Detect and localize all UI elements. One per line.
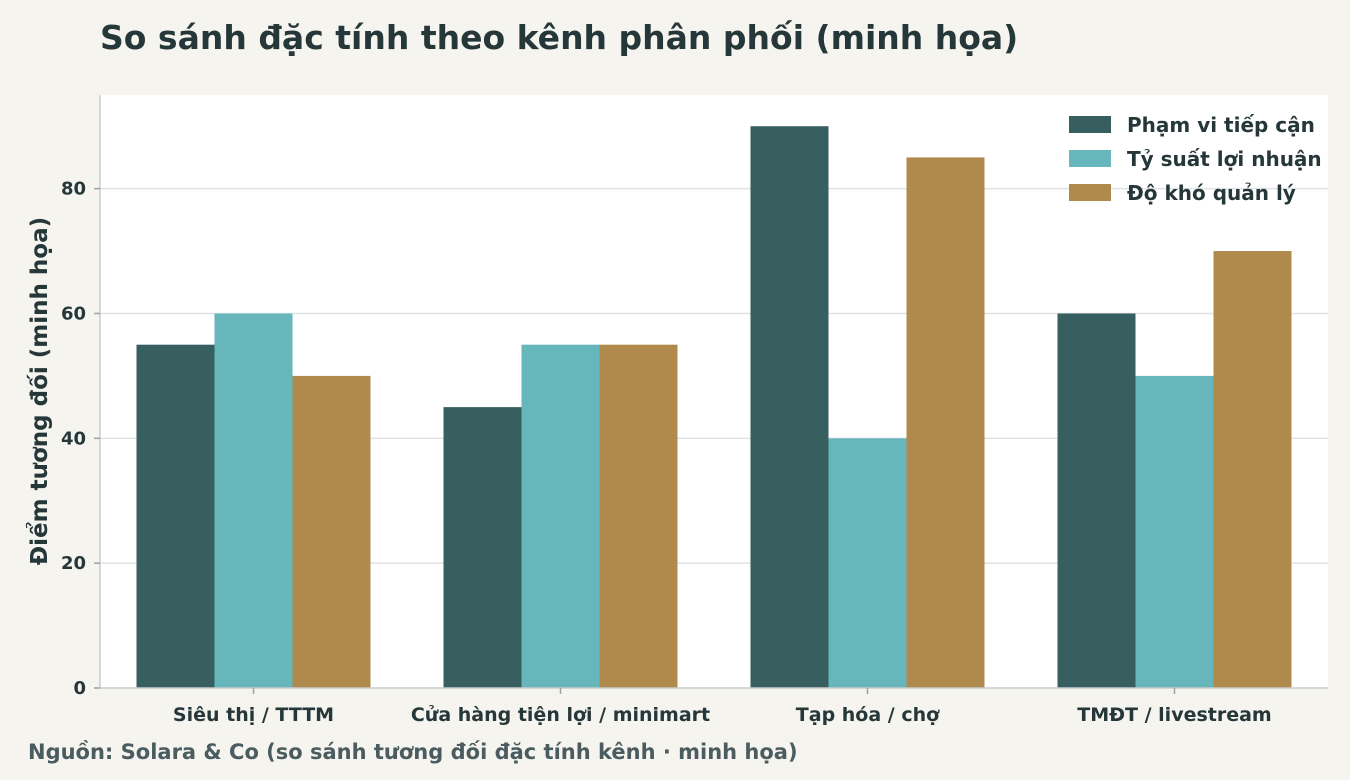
- chart-title: So sánh đặc tính theo kênh phân phối (mi…: [100, 18, 1019, 57]
- y-tick-label: 80: [61, 179, 86, 200]
- legend: Phạm vi tiếp cận Tỷ suất lợi nhuận Độ khó …: [1069, 113, 1322, 205]
- legend-swatch: [1069, 184, 1111, 201]
- bar: [292, 375, 371, 688]
- bar: [828, 438, 907, 688]
- bar: [521, 344, 600, 688]
- legend-label: Độ khó quản lý: [1127, 181, 1296, 205]
- bar: [214, 313, 293, 688]
- y-tick-label: 0: [73, 678, 86, 699]
- source-note: Nguồn: Solara & Co (so sánh tương đối đặ…: [28, 740, 798, 764]
- axes: [99, 95, 1328, 689]
- x-tick-label: Tạp hóa / chợ: [796, 704, 940, 726]
- bar: [136, 344, 215, 688]
- x-tick-label: TMĐT / livestream: [1077, 704, 1271, 726]
- bars: [136, 126, 1292, 689]
- y-axis-label: Điểm tương đối (minh họa): [25, 217, 53, 565]
- legend-label: Tỷ suất lợi nhuận: [1127, 147, 1322, 171]
- bar: [1057, 313, 1136, 688]
- bar: [1213, 251, 1292, 689]
- y-ticks: 0 20 40 60 80: [61, 179, 100, 699]
- bar: [906, 157, 985, 689]
- legend-swatch: [1069, 116, 1111, 133]
- y-tick-label: 20: [61, 553, 86, 574]
- legend-label: Phạm vi tiếp cận: [1127, 113, 1315, 137]
- y-tick-label: 60: [61, 303, 86, 324]
- x-tick-label: Siêu thị / TTTM: [173, 704, 334, 726]
- legend-swatch: [1069, 150, 1111, 167]
- bar: [443, 407, 522, 688]
- bar: [1135, 375, 1214, 688]
- bar: [750, 126, 829, 689]
- x-tick-label: Cửa hàng tiện lợi / minimart: [411, 704, 710, 726]
- bar: [599, 344, 678, 688]
- y-tick-label: 40: [61, 428, 86, 449]
- x-ticks: Siêu thị / TTTM Cửa hàng tiện lợi / minim…: [173, 688, 1272, 726]
